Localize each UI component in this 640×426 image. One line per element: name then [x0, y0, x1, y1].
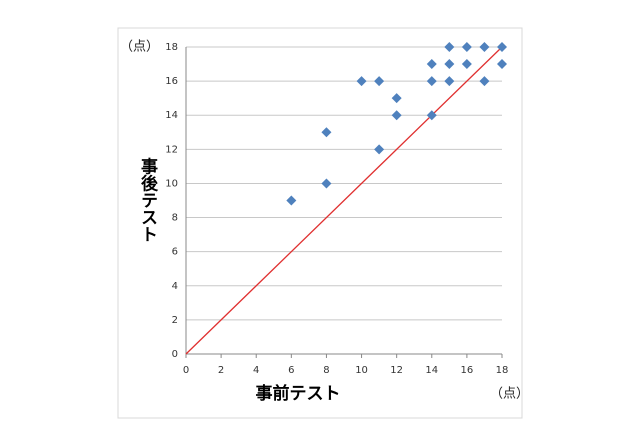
y-tick-label: 6 — [172, 247, 178, 258]
point — [426, 76, 437, 87]
point — [426, 110, 437, 121]
y-tick-label: 18 — [165, 42, 178, 53]
point — [374, 144, 385, 155]
point — [391, 110, 402, 121]
x-tick-label: 14 — [425, 365, 438, 376]
x-tick-label: 16 — [461, 365, 474, 376]
x-tick-label: 12 — [390, 365, 403, 376]
x-tick-label: 10 — [355, 365, 368, 376]
point — [374, 76, 385, 87]
y-tick-label: 0 — [172, 349, 178, 360]
x-tick-label: 8 — [323, 365, 329, 376]
point — [444, 42, 455, 52]
y-tick-label: 10 — [165, 178, 178, 189]
point — [391, 93, 402, 104]
y-tick-label: 14 — [165, 110, 178, 121]
point — [444, 76, 455, 87]
x-unit: （点） — [490, 387, 529, 402]
point — [497, 42, 507, 52]
y-tick-label: 8 — [172, 213, 178, 224]
y-axis-title: 事後テスト — [137, 157, 158, 242]
y-tick-label: 4 — [172, 281, 178, 292]
point — [461, 59, 472, 70]
point — [356, 76, 367, 87]
y-unit: （点） — [120, 40, 159, 55]
point — [286, 195, 297, 206]
point — [479, 76, 490, 87]
reference-line — [185, 46, 503, 355]
point — [461, 42, 472, 52]
point — [497, 59, 507, 70]
point — [479, 42, 490, 52]
x-tick-label: 18 — [496, 365, 509, 376]
x-axis-title: 事前テスト — [256, 383, 341, 404]
point — [321, 178, 332, 189]
x-tick-label: 4 — [253, 365, 259, 376]
x-tick-label: 2 — [218, 365, 224, 376]
y-tick-label: 12 — [165, 144, 178, 155]
x-tick-label: 6 — [288, 365, 294, 376]
point — [321, 127, 332, 138]
point — [444, 59, 455, 70]
y-tick-label: 16 — [165, 76, 178, 87]
point — [426, 59, 437, 70]
y-tick-label: 2 — [172, 315, 178, 326]
x-tick-label: 0 — [183, 365, 189, 376]
